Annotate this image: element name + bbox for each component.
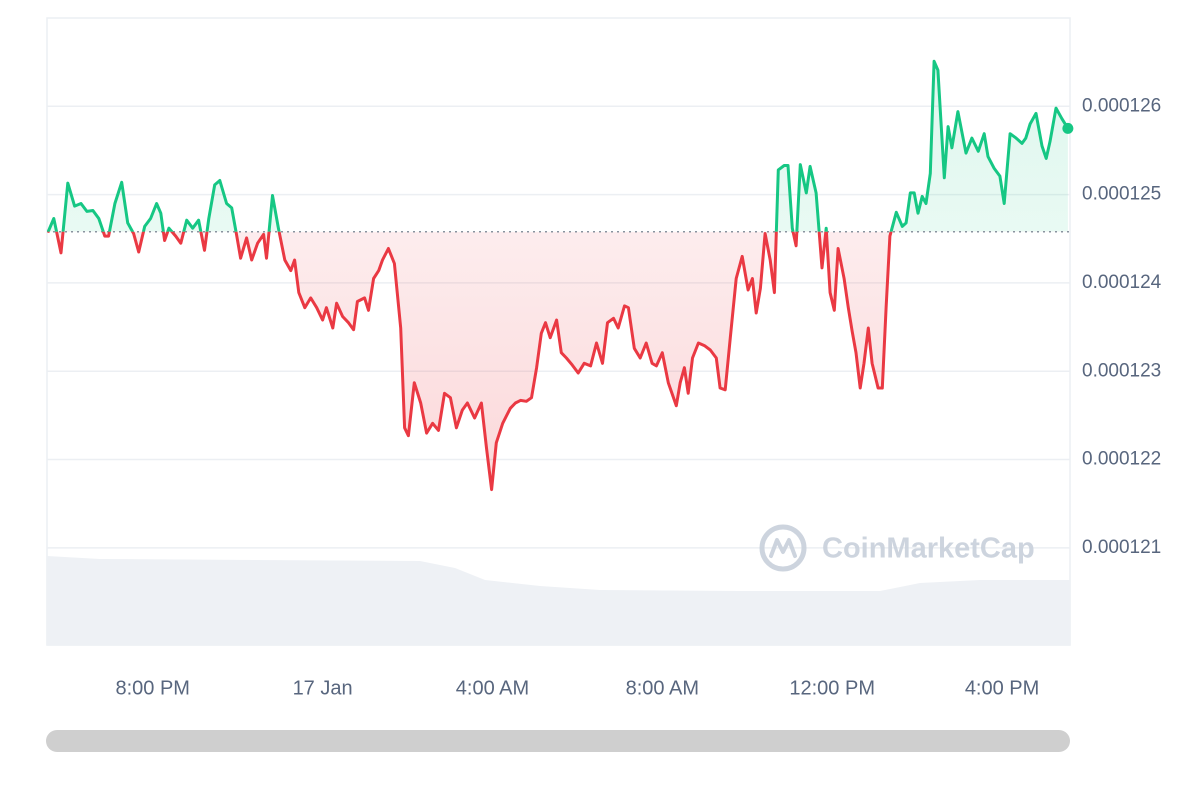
y-tick-label: 0.000125 xyxy=(1082,184,1161,205)
y-tick-label: 0.000124 xyxy=(1082,272,1162,293)
y-tick-label: 0.000123 xyxy=(1082,360,1161,381)
x-tick-label: 12:00 PM xyxy=(789,677,875,699)
watermark-text: CoinMarketCap xyxy=(822,533,1035,565)
x-tick-label: 8:00 PM xyxy=(115,677,189,699)
x-tick-label: 4:00 PM xyxy=(965,677,1039,699)
watermark: CoinMarketCap xyxy=(759,524,1035,572)
area-down xyxy=(47,231,1068,490)
x-tick-label: 17 Jan xyxy=(293,677,353,699)
area-up xyxy=(48,61,1068,232)
watermark-logo xyxy=(759,524,807,572)
y-tick-label: 0.000121 xyxy=(1082,537,1161,558)
series xyxy=(47,59,1074,492)
axes: 0.000121 0.000122 0.000123 0.000124 0.000125… xyxy=(115,95,1161,699)
price-line-up xyxy=(47,59,1070,232)
price-line-down xyxy=(47,231,893,492)
y-tick-label: 0.000122 xyxy=(1082,449,1161,470)
volume-area xyxy=(47,556,1070,645)
x-tick-label: 4:00 AM xyxy=(456,677,529,699)
last-point xyxy=(1062,122,1074,134)
y-tick-label: 0.000126 xyxy=(1082,95,1161,116)
watermark-logo-mark xyxy=(769,538,797,558)
scrollbar[interactable] xyxy=(46,730,1070,752)
x-tick-label: 8:00 AM xyxy=(626,677,699,699)
